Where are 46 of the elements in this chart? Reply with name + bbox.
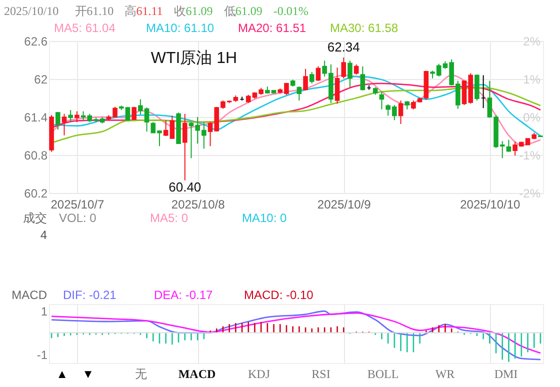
text: MA10: 0 — [242, 211, 288, 225]
y-tick-label: 62 — [34, 72, 48, 86]
text: MACD — [12, 288, 48, 302]
y-tick-label: 1 — [40, 304, 48, 319]
text: 低 — [224, 4, 236, 18]
text: 收 — [174, 4, 186, 18]
series-label: MACD: -0.10 — [244, 288, 314, 302]
text: 成交 — [23, 211, 47, 225]
y-tick-label: 60.8 — [24, 148, 48, 162]
text: MA5: 0 — [150, 211, 188, 225]
text: MA30: 61.58 — [330, 21, 398, 35]
text: WTI原油 1H — [150, 49, 238, 67]
annotation: 60.40 — [168, 179, 202, 194]
text: 61.09 — [186, 4, 213, 18]
text: 61.09 — [235, 4, 262, 18]
text: MA5: 61.04 — [54, 21, 116, 35]
x-tick-label: 2025/10/7 — [50, 198, 104, 212]
series-label: DIF: -0.21 — [63, 288, 117, 302]
text: 无 — [135, 367, 147, 381]
y-tick-label: 60.2 — [24, 186, 48, 200]
x-tick-label: 2025/10/8 — [171, 198, 226, 212]
text: BOLL — [367, 367, 399, 381]
x-tick-label: 2025/10/10 — [460, 198, 521, 212]
text: 61.11 — [136, 4, 163, 18]
annotation: 62.34 — [327, 39, 360, 54]
text: MACD — [178, 367, 216, 381]
text: 2025/10/10 — [4, 4, 59, 18]
text: 4 — [40, 228, 48, 242]
text: VOL: 0 — [59, 211, 97, 225]
text: 高 — [124, 4, 137, 18]
text: KDJ — [248, 367, 270, 381]
text: 开 — [75, 4, 87, 18]
text: -0.01% — [273, 4, 308, 18]
text: WR — [435, 367, 455, 381]
series-label: DEA: -0.17 — [154, 288, 214, 302]
text: DMI — [494, 367, 518, 381]
y-tick-label: 61.4 — [24, 110, 48, 124]
y-tick-label: 62.6 — [24, 34, 48, 48]
text: MA20: 61.51 — [238, 21, 306, 35]
x-tick-label: 2025/10/9 — [317, 198, 372, 212]
text: MA10: 61.10 — [146, 21, 214, 35]
text: ▲ — [56, 367, 68, 381]
y-tick-label: -1 — [36, 348, 48, 362]
text: ▼ — [82, 367, 94, 381]
text: 61.10 — [86, 4, 114, 18]
text: RSI — [312, 367, 330, 381]
